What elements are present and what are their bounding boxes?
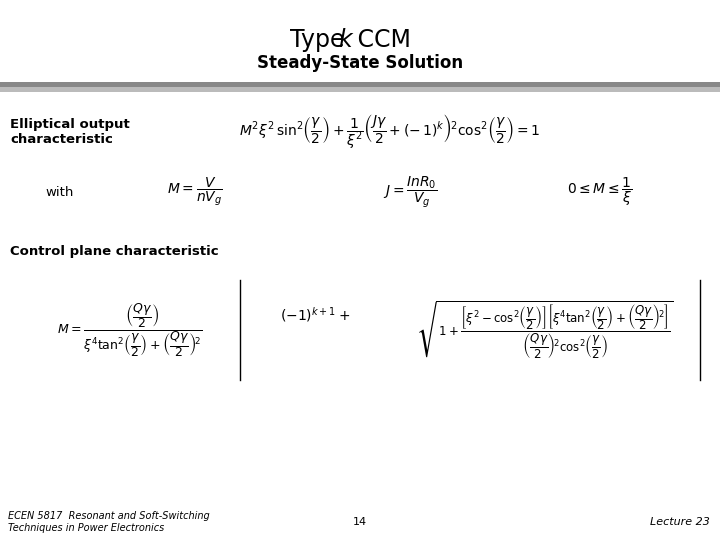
Text: k: k xyxy=(338,28,351,52)
Text: Elliptical output
characteristic: Elliptical output characteristic xyxy=(10,118,130,146)
Text: ECEN 5817  Resonant and Soft-Switching
Techniques in Power Electronics: ECEN 5817 Resonant and Soft-Switching Te… xyxy=(8,511,210,533)
Text: Lecture 23: Lecture 23 xyxy=(650,517,710,527)
Bar xyxy=(0,82,720,87)
Bar xyxy=(0,87,720,92)
Text: $(-1)^{k+1} +$: $(-1)^{k+1} +$ xyxy=(280,306,350,325)
Text: CCM: CCM xyxy=(350,28,411,52)
Text: Control plane characteristic: Control plane characteristic xyxy=(10,246,219,259)
Text: Type: Type xyxy=(290,28,352,52)
Text: 14: 14 xyxy=(353,517,367,527)
Text: Steady-State Solution: Steady-State Solution xyxy=(257,54,463,72)
Text: $\sqrt{\,1 + \dfrac{\left[\xi^2 - \cos^2\!\left(\dfrac{\gamma}{2}\right)\right]\: $\sqrt{\,1 + \dfrac{\left[\xi^2 - \cos^2… xyxy=(416,299,674,361)
Text: $J = \dfrac{InR_0}{V_g}$: $J = \dfrac{InR_0}{V_g}$ xyxy=(383,174,437,210)
Text: with: with xyxy=(45,186,73,199)
Text: $M^2\xi^2\,\sin^2\!\left(\dfrac{\gamma}{2}\right)+ \dfrac{1}{\xi^2}\left(\dfrac{: $M^2\xi^2\,\sin^2\!\left(\dfrac{\gamma}{… xyxy=(239,113,541,151)
Text: $M = \dfrac{\left(\dfrac{Q\gamma}{2}\right)}{\xi^4\tan^2\!\left(\dfrac{\gamma}{2: $M = \dfrac{\left(\dfrac{Q\gamma}{2}\rig… xyxy=(58,301,203,359)
Text: $M = \dfrac{V}{nV_g}$: $M = \dfrac{V}{nV_g}$ xyxy=(167,176,223,208)
Text: $0 \leq M \leq \dfrac{1}{\xi}$: $0 \leq M \leq \dfrac{1}{\xi}$ xyxy=(567,176,633,208)
